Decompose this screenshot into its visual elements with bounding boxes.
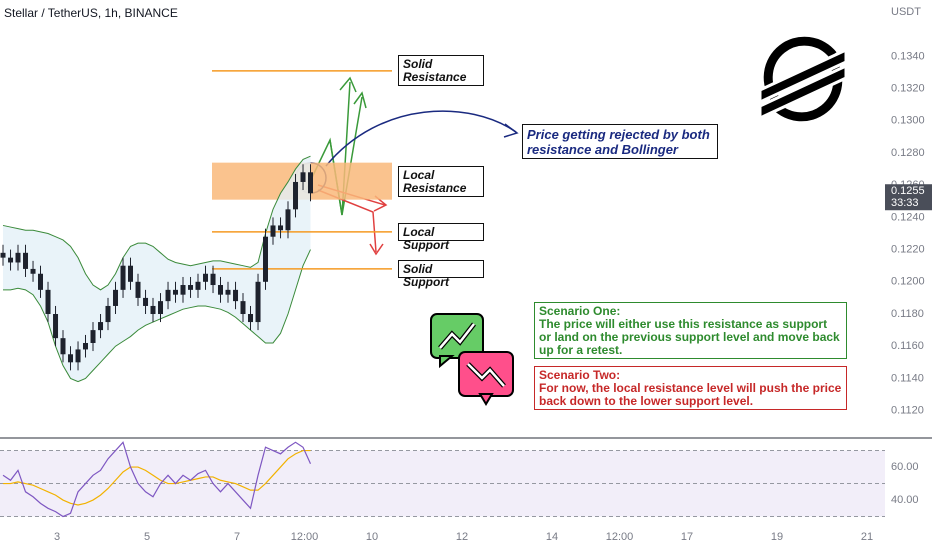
y-tick-label: 0.1200 (891, 276, 925, 288)
scenario-title: Scenario One: (539, 304, 621, 318)
candle-body (278, 225, 284, 231)
candle-body (150, 305, 156, 315)
candle-body (37, 273, 43, 290)
candle-body (255, 281, 261, 323)
candle-body (233, 289, 239, 302)
candle-body (60, 338, 66, 355)
candle-body (0, 252, 6, 258)
candle-body (225, 289, 231, 295)
candle-body (165, 289, 171, 302)
candle-body (127, 265, 133, 282)
scenario-text: For now, the local resistance level will… (539, 381, 842, 408)
x-tick-label: 7 (234, 531, 240, 543)
x-tick-label: 5 (144, 531, 150, 543)
y-tick-label: 0.1220 (891, 244, 925, 256)
candle-body (195, 281, 201, 290)
x-tick-label: 12:00 (606, 531, 634, 543)
level-label: Local Support (398, 222, 484, 251)
candle-body (113, 289, 119, 306)
candle-body (98, 322, 104, 331)
candle-body (172, 289, 178, 295)
y-tick-label: 0.1340 (891, 50, 925, 62)
stellar-logo (758, 36, 848, 122)
candle-body (120, 265, 126, 290)
y-tick-label: 0.1120 (891, 405, 924, 417)
scenario-icons (430, 313, 514, 406)
callout: Price getting rejected by both resistanc… (522, 124, 718, 159)
candle-body (307, 172, 313, 194)
chart-title: Stellar / TetherUS, 1h, BINANCE (4, 6, 178, 20)
scenario-text: The price will either use this resistanc… (539, 317, 840, 357)
price-tag-label: 0.1255 (891, 185, 925, 197)
price-tag (885, 184, 932, 211)
candle-body (210, 273, 216, 286)
y-tick-label: 0.1180 (891, 308, 924, 320)
candle-body (135, 281, 141, 298)
candle-body (217, 285, 223, 295)
bollinger-fill (3, 156, 311, 382)
x-tick-label: 3 (54, 531, 60, 543)
bollinger-lower (3, 249, 311, 383)
scenario-box: Scenario One: The price will either use t… (534, 302, 847, 359)
candle-body (262, 236, 268, 282)
candle-body (53, 314, 59, 339)
candle-body (285, 209, 291, 231)
rsi-tick-label: 60.00 (891, 461, 919, 473)
zone-label: Local Resistance (398, 166, 484, 198)
x-tick-label: 17 (681, 531, 693, 543)
y-tick-label: 0.1140 (891, 372, 924, 384)
x-tick-label: 12:00 (291, 531, 319, 543)
candle-body (248, 314, 254, 323)
candle-body (30, 268, 36, 274)
candle-body (68, 354, 74, 363)
candle-body (82, 342, 88, 350)
candle-body (105, 305, 111, 323)
candle-body (15, 252, 21, 263)
x-tick-label: 14 (546, 531, 558, 543)
x-tick-label: 12 (456, 531, 468, 543)
candle-body (180, 285, 186, 295)
candle-body (23, 252, 29, 269)
y-tick-label: 0.1280 (891, 147, 925, 159)
candle-body (75, 349, 81, 363)
candle-body (8, 257, 14, 263)
rsi-tick-label: 40.00 (891, 494, 919, 506)
y-tick-label: 0.1160 (891, 340, 924, 352)
currency: USDT (891, 6, 921, 18)
candle-body (240, 301, 246, 315)
candle-body (188, 285, 194, 290)
countdown: 33:33 (891, 197, 919, 209)
candle-body (158, 301, 164, 315)
y-tick-label: 0.1320 (891, 82, 925, 94)
rsi-ma (3, 449, 311, 506)
level-label: Solid Support (398, 259, 484, 288)
scenario-box: Scenario Two: For now, the local resistan… (534, 366, 847, 410)
candle-body (143, 297, 149, 306)
x-tick-label: 21 (861, 531, 873, 543)
candle-body (45, 289, 51, 315)
y-tick-label: 0.1300 (891, 115, 925, 127)
scenario-title: Scenario Two: (539, 368, 621, 382)
candle-body (90, 330, 96, 343)
candle-body (293, 181, 299, 210)
candle-body (203, 273, 209, 282)
rsi-values (2, 441, 312, 518)
candle-body (270, 225, 276, 237)
level-label: Solid Resistance (398, 54, 484, 86)
x-tick-label: 19 (771, 531, 783, 543)
y-tick-label: 0.1240 (891, 211, 925, 223)
candle-body (300, 172, 306, 182)
bollinger-upper (2, 155, 311, 291)
x-tick-label: 10 (366, 531, 378, 543)
